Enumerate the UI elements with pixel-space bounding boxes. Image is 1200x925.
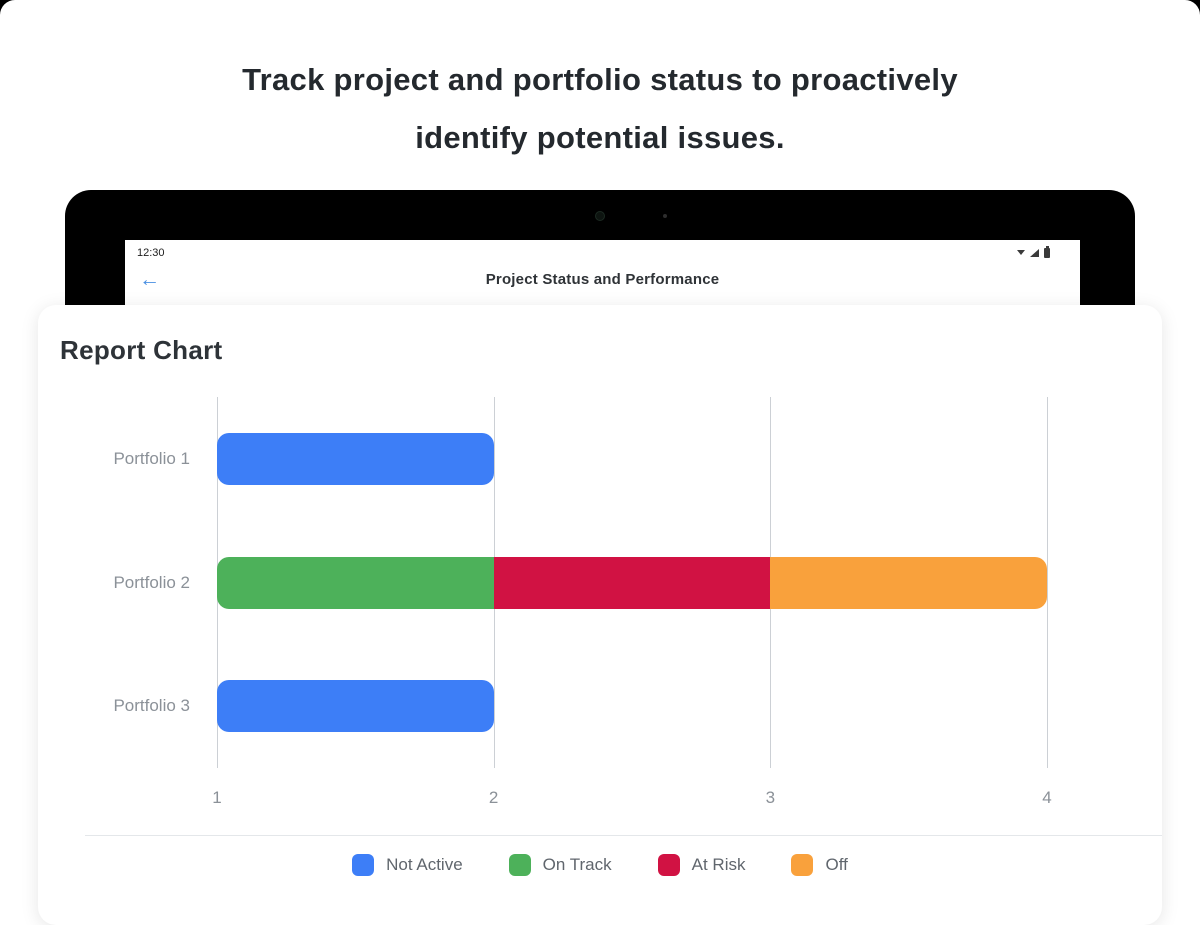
- camera-icon: [595, 211, 605, 221]
- bar-track: [217, 680, 1047, 733]
- bar-segment: [217, 432, 494, 485]
- report-chart: Portfolio 1 Portfolio 2 Portfolio 3 1 2 3 4 N…: [38, 397, 1162, 876]
- bar-row: [217, 397, 1047, 521]
- legend-label: At Risk: [691, 855, 746, 874]
- plot-area: [217, 397, 1048, 768]
- signal-icon: [1030, 248, 1039, 257]
- category-label: Portfolio 1: [113, 448, 190, 468]
- app-bar: ← Project Status and Performance: [125, 260, 1080, 298]
- x-tick-label: 3: [765, 788, 776, 807]
- legend-item: On Track: [508, 854, 612, 876]
- legend-label: Off: [825, 855, 848, 874]
- bar-row: [217, 644, 1047, 768]
- bar-segment: [770, 556, 1047, 609]
- category-label: Portfolio 3: [113, 696, 190, 716]
- headline: Track project and portfolio status to pr…: [0, 51, 1200, 167]
- legend-swatch: [352, 854, 375, 876]
- x-axis-ticks: 1 2 3 4: [212, 788, 1051, 814]
- bar-segment: [493, 556, 771, 609]
- grid-line: [1047, 397, 1048, 768]
- legend-item: At Risk: [657, 854, 746, 876]
- bar-row: [217, 521, 1047, 645]
- category-label: Portfolio 2: [113, 572, 190, 592]
- legend: Not Active On Track At Risk Off: [38, 854, 1162, 876]
- bar-segment: [217, 680, 494, 733]
- chart-main: Portfolio 1 Portfolio 2 Portfolio 3 1 2 3 4: [38, 397, 1162, 814]
- x-tick-label: 1: [212, 788, 222, 807]
- plot-column: 1 2 3 4: [212, 397, 1052, 814]
- x-tick-label: 2: [488, 788, 499, 807]
- legend-swatch: [657, 854, 680, 876]
- legend-label: Not Active: [386, 855, 463, 874]
- back-icon[interactable]: ←: [139, 267, 160, 291]
- bar-rows: [217, 397, 1047, 768]
- report-card: Report Chart Portfolio 1 Portfolio 2 Portf…: [38, 305, 1162, 925]
- status-time: 12:30: [137, 246, 165, 259]
- x-tick-label: 4: [1042, 788, 1052, 807]
- battery-icon: [1044, 245, 1050, 258]
- app-bar-title: Project Status and Performance: [485, 270, 720, 288]
- headline-line-1: Track project and portfolio status to pr…: [242, 62, 958, 97]
- legend-item: Off: [791, 854, 848, 876]
- legend-item: Not Active: [352, 854, 463, 876]
- axis-divider: [85, 835, 1162, 836]
- legend-label: On Track: [542, 855, 612, 874]
- screen-corner-artifact-right: [1180, 0, 1200, 15]
- status-icons: [1017, 245, 1050, 258]
- bar-segment: [217, 556, 494, 609]
- bar-track: [217, 432, 1047, 485]
- card-title: Report Chart: [60, 335, 223, 365]
- screen-corner-artifact-left: [0, 0, 20, 15]
- legend-swatch: [791, 854, 814, 876]
- category-labels: Portfolio 1 Portfolio 2 Portfolio 3: [38, 397, 217, 768]
- legend-swatch: [508, 854, 531, 876]
- headline-line-2: identify potential issues.: [415, 120, 785, 155]
- status-bar: 12:30: [125, 240, 1080, 260]
- sensor-icon: [663, 214, 667, 218]
- triangle-down-icon: [1017, 250, 1025, 255]
- bar-track: [217, 556, 1047, 609]
